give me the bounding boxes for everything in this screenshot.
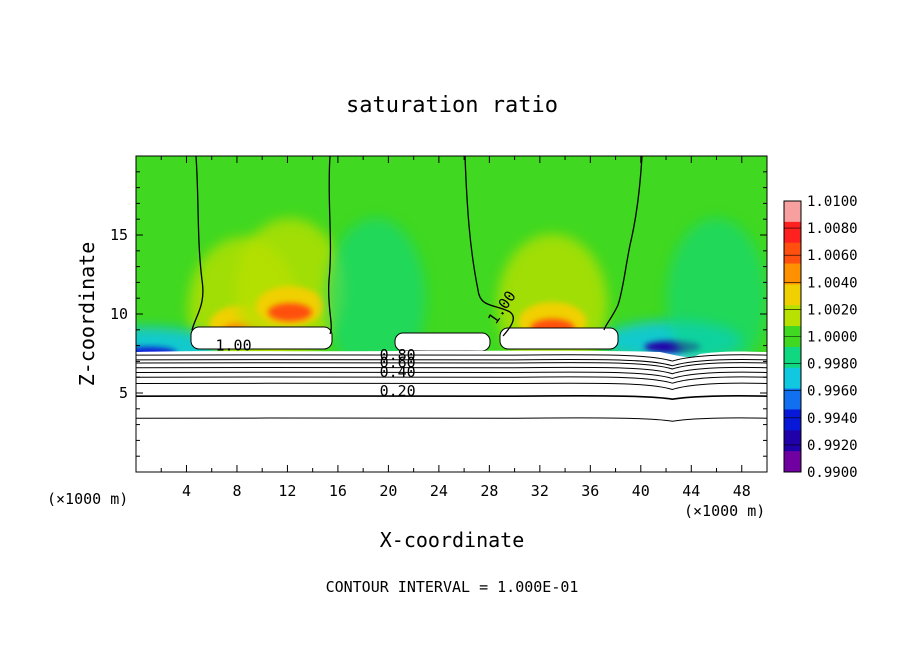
x-tick-label: 12 [278, 482, 296, 500]
contour-line [136, 362, 767, 370]
contour-line [191, 156, 204, 331]
colorbar-label: 1.0100 [807, 194, 858, 210]
contour-label: 0.60 [380, 354, 416, 372]
colorbar-swatch [784, 221, 801, 244]
supersaturation-core [267, 303, 312, 322]
colorbar-swatch [784, 242, 801, 265]
plot-area: 1.000.800.600.400.201.00 [136, 156, 767, 472]
colorbar-swatch [784, 409, 801, 431]
x-unit-left: (×1000 m) [47, 490, 128, 508]
contour-lines [136, 354, 767, 422]
colorbar-label: 1.0000 [807, 330, 858, 346]
contour-interval: CONTOUR INTERVAL = 1.000E-01 [326, 578, 579, 596]
y-tick-label: 5 [119, 384, 128, 402]
colorbar-swatch [784, 284, 801, 306]
x-unit-right: (×1000 m) [684, 502, 765, 520]
colorbar-swatch [784, 305, 801, 327]
contour-line [136, 382, 767, 391]
y-axis-ticks: 5 10 15 [110, 171, 767, 457]
cloud-cap [190, 326, 333, 350]
x-tick-label: 32 [531, 482, 549, 500]
x-tick-label: 20 [379, 482, 397, 500]
field-column [666, 218, 767, 379]
colorbar-label: 0.9920 [807, 438, 858, 454]
contour-line [464, 156, 514, 337]
colorbar-label: 1.0040 [807, 275, 858, 291]
y-axis-label: Z-coordinate [75, 242, 99, 387]
colorbar-label: 0.9940 [807, 411, 858, 427]
contour-line [136, 358, 767, 367]
x-axis-label: X-coordinate [380, 528, 525, 552]
x-tick-label: 44 [682, 482, 700, 500]
contour-line [136, 354, 767, 362]
colorbar-label: 0.9980 [807, 357, 858, 373]
x-tick-label: 16 [329, 482, 347, 500]
colorbar-swatch [784, 367, 801, 390]
y-tick-label: 10 [110, 305, 128, 323]
x-tick-label: 24 [430, 482, 448, 500]
contour-line [136, 371, 767, 379]
x-tick-label: 8 [232, 482, 241, 500]
cloud-cap [499, 327, 619, 350]
colorbar-swatch [784, 263, 801, 285]
chart-title: saturation ratio [346, 93, 558, 118]
x-tick-label: 28 [480, 482, 498, 500]
contour-label: 1.00 [216, 336, 252, 354]
colorbar: 1.0100 1.0080 1.0060 1.0040 1.0020 1.0000 0.99… [783, 194, 858, 481]
contour-label: 0.20 [380, 382, 416, 400]
colorbar-label: 1.0060 [807, 248, 858, 264]
contour-line [327, 156, 332, 335]
y-tick-label: 15 [110, 226, 128, 244]
subsaturated-region [136, 350, 767, 472]
contour-label: 0.80 [380, 346, 416, 364]
x-axis-ticks: 4 8 12 16 20 24 28 32 36 40 44 48 [160, 156, 751, 500]
colorbar-swatch [784, 430, 801, 452]
x-tick-label: 48 [733, 482, 751, 500]
x-tick-label: 4 [182, 482, 191, 500]
contour-line [603, 156, 643, 331]
colorbar-swatch [784, 451, 801, 473]
colorbar-label: 1.0080 [807, 221, 858, 237]
colorbar-swatch [784, 388, 801, 410]
contour-line [136, 366, 767, 375]
x-tick-label: 36 [581, 482, 599, 500]
colorbar-label: 1.0020 [807, 302, 858, 318]
colorbar-swatch [784, 346, 801, 369]
colorbar-label: 0.9960 [807, 384, 858, 400]
contour-line [136, 394, 767, 400]
contour-line [136, 376, 767, 384]
x-tick-label: 40 [632, 482, 650, 500]
contour-label: 0.40 [380, 363, 416, 381]
colorbar-swatch [784, 201, 801, 223]
contour-line [136, 417, 767, 422]
colorbar-label: 0.9900 [807, 465, 858, 481]
